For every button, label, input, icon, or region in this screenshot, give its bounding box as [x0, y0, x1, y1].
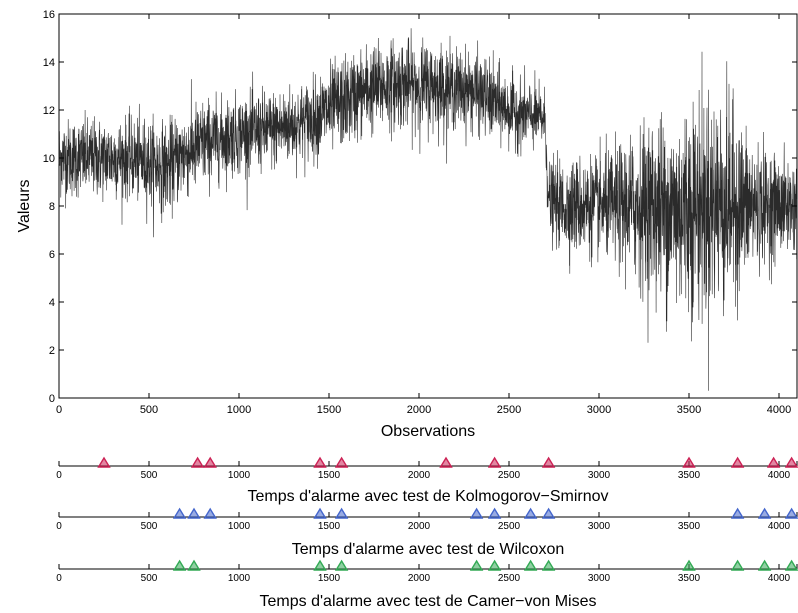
y-tick-label: 4 [49, 297, 55, 309]
alarm-marker [97, 456, 111, 468]
alarm-strip-title-cramer-von-mises: Temps d'alarme avec test de Camer−von Mi… [260, 593, 597, 610]
alarm-marker [334, 559, 349, 571]
alarm-marker [172, 507, 187, 519]
alarm-axis-tick-label: 1000 [228, 470, 251, 481]
alarm-axis-tick-label: 2000 [408, 573, 431, 584]
alarm-strip-title-wilcoxon: Temps d'alarme avec test de Wilcoxon [292, 541, 565, 558]
y-tick-label: 12 [43, 105, 55, 117]
alarm-marker [682, 456, 696, 468]
x-tick-label: 500 [140, 404, 158, 416]
alarm-marker [334, 456, 349, 468]
series-line-path [58, 28, 798, 391]
x-tick-label: 2000 [407, 404, 431, 416]
alarm-axis-tick-label: 4000 [768, 470, 791, 481]
alarm-axis-tick-label: 4000 [768, 573, 791, 584]
alarm-axis-tick-label: 1000 [228, 521, 251, 532]
alarm-marker [541, 559, 556, 571]
y-axis-ticks: 0 2 4 6 8 10 12 14 16 [43, 9, 797, 405]
x-tick-label: 3500 [677, 404, 701, 416]
alarm-axis-tick-label: 2000 [408, 470, 431, 481]
x-tick-label: 1000 [227, 404, 251, 416]
alarm-axis-tick-label: 2500 [498, 470, 521, 481]
alarm-marker [784, 507, 798, 519]
alarm-axis-tick-label: 500 [141, 470, 158, 481]
alarm-axis-tick-label: 3000 [588, 573, 611, 584]
alarm-axis-tick-label: 2500 [498, 521, 521, 532]
alarm-marker [730, 456, 745, 468]
alarm-marker [523, 507, 538, 519]
alarm-marker [757, 559, 772, 571]
y-axis-label: Valeurs [16, 179, 33, 232]
alarm-marker [313, 456, 327, 468]
alarm-axis-tick-label: 1500 [318, 573, 341, 584]
alarm-axis-tick-label: 1000 [228, 573, 251, 584]
main-chart: 0 500 1000 1500 2000 2500 3000 3500 4000 0 2 4 6 8 10… [16, 9, 798, 440]
alarm-marker [203, 456, 217, 468]
alarm-marker [487, 507, 502, 519]
alarm-marker [487, 559, 502, 571]
y-tick-label: 14 [43, 57, 55, 69]
alarm-marker [334, 507, 349, 519]
alarm-marker [439, 456, 453, 468]
alarm-axis-tick-label: 500 [141, 521, 158, 532]
alarm-axis-tick-label: 0 [56, 521, 62, 532]
x-tick-label: 3000 [587, 404, 611, 416]
alarm-axis-tick-label: 3000 [588, 470, 611, 481]
alarm-marker [469, 507, 484, 519]
alarm-strip-title-kolmogorov-smirnov: Temps d'alarme avec test de Kolmogorov−S… [248, 488, 609, 505]
alarm-axis-tick-label: 3500 [678, 521, 701, 532]
x-tick-label: 4000 [767, 404, 791, 416]
alarm-axis-tick-label: 1500 [318, 470, 341, 481]
alarm-axis-tick-label: 0 [56, 470, 62, 481]
alarm-marker [187, 507, 201, 519]
alarm-axis-tick-label: 3500 [678, 470, 701, 481]
x-tick-label: 2500 [497, 404, 521, 416]
alarm-marker [487, 456, 502, 468]
alarm-axis-tick-label: 4000 [768, 521, 791, 532]
alarm-marker [190, 456, 205, 468]
alarm-axis-tick-label: 0 [56, 573, 62, 584]
alarm-marker [757, 507, 772, 519]
y-tick-label: 16 [43, 9, 55, 21]
x-axis-ticks: 0 500 1000 1500 2000 2500 3000 3500 4000 [56, 14, 791, 416]
alarm-axis-tick-label: 3500 [678, 573, 701, 584]
alarm-marker [187, 559, 201, 571]
alarm-marker [784, 456, 798, 468]
x-tick-label: 0 [56, 404, 62, 416]
alarm-marker [541, 456, 556, 468]
series-line [58, 28, 798, 391]
alarm-marker [313, 507, 327, 519]
x-axis-label: Observations [381, 423, 475, 440]
y-tick-label: 10 [43, 153, 55, 165]
y-tick-label: 8 [49, 201, 55, 213]
alarm-marker [469, 559, 484, 571]
alarm-axis-tick-label: 2000 [408, 521, 431, 532]
x-tick-label: 1500 [317, 404, 341, 416]
alarm-marker [172, 559, 187, 571]
alarm-marker [313, 559, 327, 571]
alarm-marker [541, 507, 556, 519]
alarm-axis-tick-label: 1500 [318, 521, 341, 532]
alarm-axis-tick-label: 3000 [588, 521, 611, 532]
y-tick-label: 0 [49, 393, 55, 405]
alarm-marker [730, 507, 745, 519]
alarm-strip-wilcoxon: 0 500 1000 1500 2000 2500 3000 3500 4000 [56, 507, 798, 532]
alarm-marker [523, 559, 538, 571]
alarm-axis-tick-label: 2500 [498, 573, 521, 584]
y-tick-label: 2 [49, 345, 55, 357]
alarm-axis-tick-label: 500 [141, 573, 158, 584]
alarm-marker [682, 559, 696, 571]
y-tick-label: 6 [49, 249, 55, 261]
alarm-strip-kolmogorov-smirnov: 0 500 1000 1500 2000 2500 3000 3500 4000 [56, 456, 798, 481]
alarm-marker [730, 559, 745, 571]
alarm-marker [203, 507, 217, 519]
alarm-marker [766, 456, 781, 468]
alarm-marker [784, 559, 798, 571]
alarm-strip-cramer-von-mises: 0 500 1000 1500 2000 2500 3000 3500 4000 [56, 559, 798, 584]
